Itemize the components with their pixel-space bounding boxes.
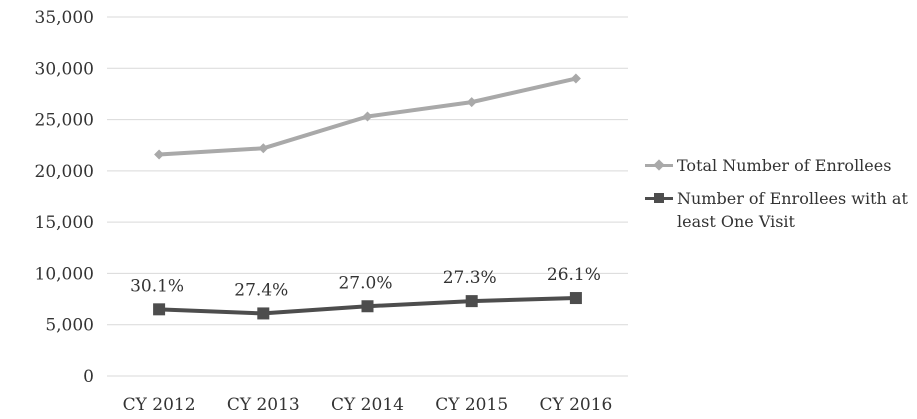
- x-tick-label: CY 2012: [123, 395, 196, 415]
- x-tick-label: CY 2015: [435, 395, 508, 415]
- data-point-marker: [570, 73, 581, 84]
- y-tick-label: 35,000: [35, 8, 94, 28]
- y-tick-label: 20,000: [35, 162, 94, 182]
- data-label: 27.3%: [443, 268, 497, 288]
- x-tick-label: CY 2014: [331, 395, 404, 415]
- x-tick-label: CY 2016: [539, 395, 612, 415]
- data-point-marker: [466, 97, 477, 108]
- legend-square-marker-icon: [654, 193, 664, 203]
- data-point-marker: [153, 303, 166, 316]
- y-axis-ticks: 0 5,000 10,000 15,000 20,000 25,000 30,000 35,0…: [35, 8, 94, 387]
- data-point-marker: [258, 143, 269, 154]
- data-point-marker: [465, 295, 478, 308]
- data-point-marker: [569, 292, 582, 305]
- y-tick-label: 10,000: [35, 264, 94, 284]
- legend-item-total: Total Number of Enrollees: [643, 154, 913, 177]
- legend: Total Number of Enrollees Number of Enro…: [643, 154, 913, 243]
- data-label: 30.1%: [130, 276, 184, 296]
- legend-label-visit: Number of Enrollees with at least One Vi…: [677, 189, 908, 231]
- y-tick-label: 0: [83, 367, 94, 387]
- data-labels: 30.1% 27.4% 27.0% 27.3% 26.1%: [130, 265, 601, 300]
- x-tick-label: CY 2013: [227, 395, 300, 415]
- data-point-marker: [362, 111, 373, 122]
- x-axis-ticks: CY 2012 CY 2013 CY 2014 CY 2015 CY 2016: [123, 395, 613, 415]
- legend-item-visit: Number of Enrollees with at least One Vi…: [643, 187, 913, 233]
- data-label: 26.1%: [547, 265, 601, 285]
- y-tick-label: 25,000: [35, 111, 94, 131]
- y-tick-label: 5,000: [45, 316, 94, 336]
- data-point-marker: [361, 300, 374, 313]
- data-point-marker: [154, 149, 165, 160]
- data-label: 27.4%: [234, 280, 288, 300]
- y-tick-label: 15,000: [35, 213, 94, 233]
- data-point-marker: [257, 307, 270, 320]
- series-lines: [153, 73, 582, 320]
- gridlines: [107, 16, 628, 377]
- legend-label-total: Total Number of Enrollees: [677, 156, 892, 175]
- legend-diamond-marker-icon: [653, 159, 665, 171]
- y-tick-label: 30,000: [35, 59, 94, 79]
- data-label: 27.0%: [338, 273, 392, 293]
